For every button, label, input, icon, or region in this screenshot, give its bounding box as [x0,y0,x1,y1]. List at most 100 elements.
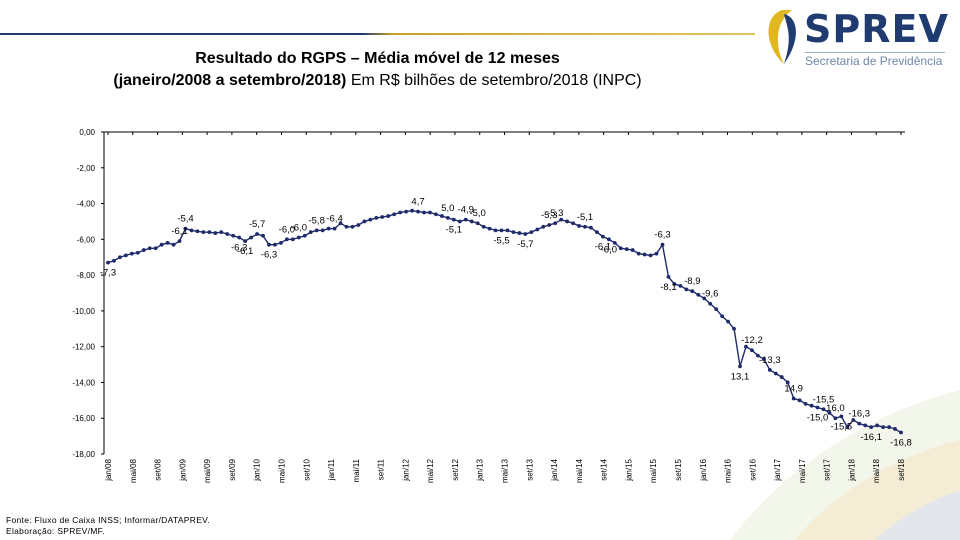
data-point [296,235,301,240]
data-label: -15,5 [813,394,835,405]
data-label: -15,0 [807,412,829,423]
data-point [869,425,874,430]
data-point [839,414,844,419]
data-point [445,215,450,220]
data-label: 5,0 [441,203,454,214]
data-point [821,407,826,412]
data-label: -16,8 [890,438,912,449]
data-point [201,230,206,235]
data-point [374,215,379,220]
data-label: 16,0 [826,403,845,414]
data-point [141,248,146,252]
data-point [511,230,516,235]
data-point [499,228,504,233]
y-tick-label: -12,00 [72,343,95,352]
data-point [595,230,599,235]
data-point [165,241,170,245]
data-point [255,232,259,236]
data-point [314,228,319,233]
logo-subtitle: Secretaria de Previdência [805,54,943,68]
data-label: -5,0 [469,208,485,219]
data-point [410,208,414,213]
data-point [231,233,236,238]
data-label: -6,1 [171,226,187,237]
y-tick-label: -10,00 [72,307,95,316]
data-label: 13,1 [731,371,750,382]
x-tick-label: mai/09 [203,458,212,483]
data-point [583,224,587,229]
data-point [129,251,134,256]
data-point [249,235,253,240]
data-point [195,229,200,234]
x-tick-label: jan/09 [178,458,187,481]
footer-source: Fonte: Fluxo de Caixa INSS; Informar/DAT… [6,515,211,525]
data-point [875,423,880,428]
data-label: -6,0 [291,223,307,234]
data-label: 14,9 [784,384,803,395]
data-point [720,314,725,319]
x-tick-label: set/16 [748,458,757,480]
data-point [767,368,772,372]
data-point [189,228,194,233]
data-point [350,224,355,229]
data-point [624,247,629,252]
data-label: -5,7 [517,239,533,250]
data-point [833,416,838,421]
data-label: -5,3 [541,210,557,221]
data-point [863,423,868,428]
data-label: -4,9 [458,205,474,216]
data-point [785,380,790,385]
data-point [207,230,212,235]
data-point [660,242,665,247]
data-point [857,421,862,426]
header-divider-line [0,33,755,35]
data-point [118,255,122,260]
x-tick-label: mai/08 [129,458,138,483]
data-point [159,242,164,247]
x-tick-label: set/12 [451,458,460,480]
data-point [696,292,701,297]
data-label: -15,5 [831,421,853,432]
data-point [404,209,409,214]
x-tick-label: mai/12 [426,458,435,483]
data-point [171,242,176,247]
data-point [845,425,850,430]
footer-author: Elaboração: SPREV/MF. [6,526,105,536]
data-label: -5,8 [308,215,324,226]
data-point [451,217,456,222]
data-label: -6,3 [261,250,277,261]
data-point [147,246,152,251]
data-point [338,221,343,226]
data-label: -7,3 [100,268,116,279]
x-tick-label: mai/10 [277,458,286,483]
data-point [851,418,856,422]
data-point [678,283,683,288]
x-tick-label: jan/14 [550,458,559,481]
data-point [708,301,713,306]
data-point [535,227,540,232]
corner-decoration [730,390,960,540]
data-label: 4,7 [411,197,424,208]
data-point [791,396,796,401]
x-tick-label: set/10 [302,458,311,480]
data-label: -16,1 [860,432,882,443]
data-point [398,210,403,215]
data-point [267,242,271,247]
data-point [112,258,116,263]
data-point [213,231,218,235]
x-tick-label: mai/13 [501,458,510,483]
data-label: -12,2 [741,335,763,346]
data-point [308,230,313,235]
y-tick-label: -4,00 [77,200,96,209]
data-label: -6,0 [279,224,295,235]
data-point [135,250,140,255]
logo-wordmark: SPREV [804,7,949,51]
data-point [750,348,754,353]
data-point [803,402,808,406]
data-point [899,430,903,435]
data-point [273,242,277,247]
y-tick-label: -6,00 [77,235,96,244]
x-tick-label: set/08 [154,458,163,480]
data-label: -13,3 [759,355,781,366]
data-label: -5,3 [547,208,563,219]
